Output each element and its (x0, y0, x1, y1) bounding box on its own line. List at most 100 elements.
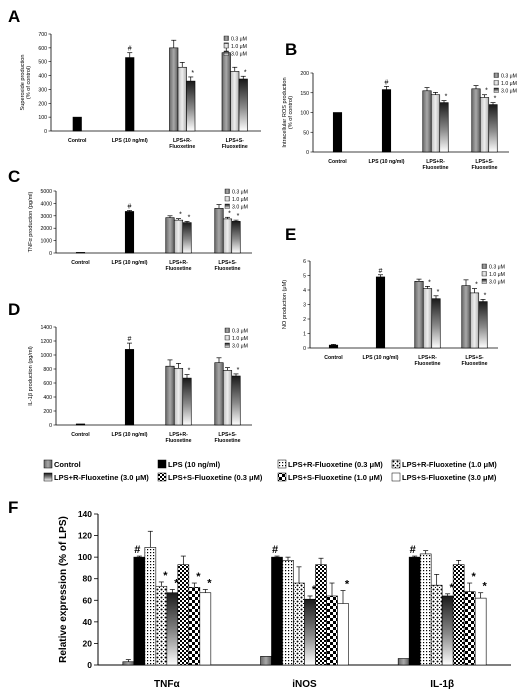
bar (430, 584, 443, 666)
x-tick-label: Control (324, 355, 343, 361)
legend-swatch (481, 263, 487, 269)
significance-mark: * (472, 571, 477, 583)
y-tick-label: 4 (303, 288, 306, 294)
bar (282, 560, 294, 666)
y-tick-label: 0 (49, 423, 52, 429)
y-tick-label: 0 (306, 150, 309, 156)
significance-mark: * (163, 570, 168, 582)
bar (169, 47, 179, 132)
bar (199, 592, 212, 666)
bar (430, 94, 441, 153)
legend-label: LPS+R-Fluoxetine (1.0 μM) (402, 460, 497, 469)
y-tick-label: 0 (44, 129, 47, 135)
x-tick-label: TNFα (154, 679, 180, 690)
bar (182, 222, 192, 254)
legend-label: 1.0 μM (501, 81, 517, 87)
significance-mark: * (312, 584, 317, 596)
x-tick-label: LPS+S-Fluoxetine (472, 159, 498, 171)
x-tick-label: Control (71, 260, 90, 266)
bar (222, 370, 233, 426)
y-tick-label: 4000 (40, 201, 52, 207)
bar (422, 288, 433, 349)
bar (439, 102, 449, 153)
y-axis-label: Relative expression (% of LPS) (58, 516, 69, 663)
x-tick-label: iNOS (292, 679, 317, 690)
significance-mark: * (428, 279, 431, 286)
y-tick-label: 140 (78, 509, 92, 519)
significance-mark: * (191, 70, 194, 77)
significance-mark: # (272, 544, 278, 556)
significance-mark: * (188, 368, 191, 375)
y-tick-label: 5000 (40, 189, 52, 195)
bar (182, 377, 192, 426)
significance-mark: * (228, 210, 231, 217)
bar (144, 547, 157, 666)
bar (260, 656, 272, 666)
bar (125, 57, 135, 132)
legend-swatch (43, 459, 53, 469)
bar (422, 90, 432, 153)
y-tick-label: 300 (38, 87, 47, 93)
significance-mark: * (174, 578, 179, 590)
bar (165, 365, 175, 426)
bar (186, 80, 196, 132)
legend-swatch (224, 335, 230, 341)
y-tick-label: 150 (300, 91, 309, 97)
bar (414, 280, 424, 349)
y-tick-label: 3 (303, 303, 306, 309)
panel-letter: C (8, 167, 20, 186)
bar (332, 112, 343, 153)
panel-letter: E (285, 225, 296, 244)
panel-letter: B (285, 40, 297, 59)
bar (75, 423, 86, 426)
bar (177, 564, 190, 666)
panel-letter: D (8, 300, 20, 319)
y-tick-label: 5 (303, 274, 306, 280)
bar (463, 591, 476, 666)
bar (375, 276, 386, 349)
significance-mark: * (485, 88, 488, 95)
bar (315, 564, 327, 666)
y-axis-label: NO production (μM) (282, 280, 288, 329)
legend-swatch (391, 459, 401, 469)
legend-label: 1.0 μM (489, 272, 505, 278)
legend-swatch (481, 278, 487, 284)
y-tick-label: 200 (43, 409, 52, 415)
legend-label: 1.0 μM (232, 197, 248, 203)
bar (75, 252, 86, 254)
legend-swatch (493, 80, 499, 86)
legend-label: LPS+R-Fluoxetine (0.3 μM) (288, 460, 383, 469)
bar (337, 603, 349, 666)
bar (471, 88, 481, 153)
y-tick-label: 200 (300, 71, 309, 77)
legend-label: 0.3 μM (231, 36, 247, 42)
bar (188, 587, 201, 666)
x-tick-label: LPS+S-Fluoxetine (222, 138, 248, 150)
panel-letter: A (8, 7, 20, 26)
y-tick-label: 700 (38, 32, 47, 38)
y-tick-label: 100 (38, 115, 47, 121)
bar (173, 219, 184, 254)
bar (271, 556, 283, 666)
y-tick-label: 1000 (40, 239, 52, 245)
bar (479, 97, 490, 153)
y-tick-label: 400 (38, 74, 47, 80)
bar (133, 556, 146, 666)
x-tick-label: LPS+S-Fluoxetine (462, 355, 488, 367)
legend-swatch (223, 50, 229, 56)
bar (231, 221, 241, 254)
bar (478, 301, 488, 349)
significance-mark: # (385, 79, 389, 86)
legend-swatch (223, 43, 229, 49)
bar (441, 595, 454, 666)
x-tick-label: Control (71, 432, 90, 438)
y-tick-label: 200 (38, 101, 47, 107)
bar (488, 104, 498, 153)
legend-label: 0.3 μM (232, 328, 248, 334)
panel-b: B 0 50 100 150 200 Intracellular ROS productio… (282, 40, 517, 171)
significance-mark: * (445, 94, 448, 101)
legend-label: LPS (10 ng/ml) (168, 460, 221, 469)
bar (461, 285, 471, 349)
x-tick-label: LPS (10 ng/ml) (111, 432, 147, 438)
